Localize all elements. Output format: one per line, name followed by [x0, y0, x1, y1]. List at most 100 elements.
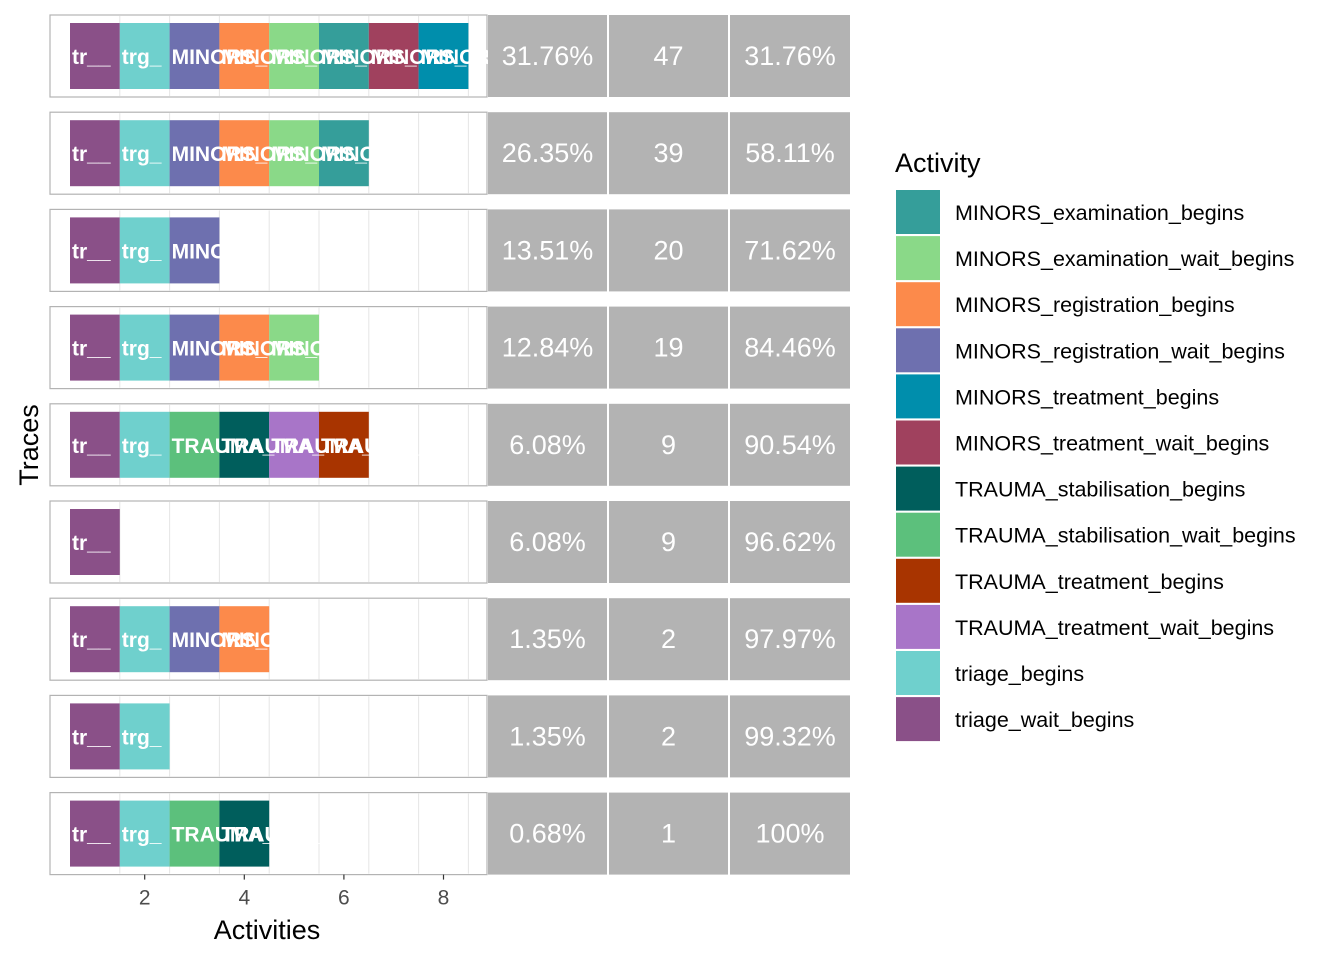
legend-item: TRAUMA_stabilisation_wait_begins: [896, 512, 1296, 557]
legend-key: [896, 604, 940, 649]
activity-tile: [119, 314, 170, 381]
absolute-frequency-cell: 1: [661, 819, 676, 849]
absolute-frequency-cell-bg: [609, 209, 728, 292]
legend-label: triage_wait_begins: [955, 708, 1134, 732]
activity-tile: [119, 217, 170, 284]
activity-label: trg_: [122, 240, 162, 263]
activity-label: tr__: [72, 532, 111, 555]
legend-label: MINORS_registration_wait_begins: [955, 339, 1285, 363]
activity-tile: [70, 23, 120, 89]
relative-frequency-cell-bg: [488, 209, 607, 292]
activity-tile: [169, 314, 220, 381]
x-tick-label: 6: [338, 887, 350, 910]
relative-frequency-cell: 12.84%: [502, 333, 594, 363]
activity-tile: [70, 120, 120, 187]
absolute-frequency-cell-bg: [609, 501, 728, 583]
trace-panel-border: [49, 500, 488, 584]
legend-item: MINORS_treatment_begins: [896, 374, 1219, 419]
activity-tile: [169, 411, 220, 478]
absolute-frequency-cell: 2: [661, 624, 676, 654]
activity-label: MINORS_: [172, 240, 268, 263]
cumulative-frequency-cell-bg: [730, 695, 850, 778]
legend-key: [896, 466, 940, 511]
activity-tile: [169, 606, 220, 673]
activity-tile: [269, 23, 319, 89]
absolute-frequency-cell-bg: [609, 15, 728, 97]
activity-label: trg_: [122, 824, 162, 847]
activity-tile: [70, 703, 120, 770]
activity-label: MINORS_: [172, 46, 268, 69]
activity-tile: [119, 120, 170, 187]
activity-tile: [319, 23, 369, 89]
activity-tile: [119, 411, 170, 478]
activity-label: tr__: [72, 435, 111, 458]
absolute-frequency-cell: 2: [661, 721, 676, 751]
relative-frequency-cell-bg: [488, 598, 607, 681]
activity-label: MINORS_: [172, 629, 268, 652]
activity-label: MINORS_: [371, 46, 467, 69]
legend-key: [896, 282, 940, 327]
activity-label: tr__: [72, 726, 111, 749]
cumulative-frequency-cell: 96.62%: [744, 527, 836, 557]
relative-frequency-cell-bg: [488, 695, 607, 778]
activity-label: tr__: [72, 824, 111, 847]
relative-frequency-cell: 13.51%: [502, 235, 594, 265]
activity-tile: [269, 411, 319, 478]
absolute-frequency-cell-bg: [609, 598, 728, 681]
trace-row: tr__ trg_ TRAUMA_TRAUMA_TRAUMA_TRAUMA_: [49, 403, 488, 487]
activity-tile: [119, 23, 170, 89]
activity-tile: [169, 120, 220, 187]
absolute-frequency-cell: 19: [653, 333, 683, 363]
activity-label: trg_: [122, 629, 162, 652]
legend-key: [896, 420, 940, 465]
legend: Activity MINORS_examination_begins MINORS…: [895, 148, 1296, 742]
activity-label: MINORS_: [321, 143, 417, 166]
activity-label: TRAUMA_: [321, 435, 424, 458]
frequency-table: 31.76% 47 31.76% 26.35% 39 58.11% 13.51% 20 71.6…: [488, 15, 850, 875]
relative-frequency-cell: 6.08%: [509, 527, 586, 557]
activity-label: MINORS_: [221, 143, 317, 166]
trace-row: tr__ trg_: [49, 694, 488, 779]
legend-item: triage_wait_begins: [896, 697, 1134, 742]
cumulative-frequency-cell-bg: [730, 403, 850, 486]
relative-frequency-cell-bg: [488, 112, 607, 195]
x-axis: 2 4 6 8: [139, 874, 449, 910]
trace-row: tr__ trg_ MINORS_MINORS_: [49, 597, 488, 681]
absolute-frequency-cell: 20: [653, 235, 683, 265]
cumulative-frequency-cell: 84.46%: [744, 333, 836, 363]
activity-tile: [269, 120, 319, 187]
cumulative-frequency-cell-bg: [730, 209, 850, 292]
absolute-frequency-cell: 9: [661, 527, 676, 557]
legend-key: [896, 558, 940, 603]
legend-key: [896, 651, 940, 695]
activity-tile: [169, 23, 220, 89]
trace-panels: tr__ trg_ MINORS_MINORS_MINORS_MINORS_MINO…: [49, 14, 517, 876]
cumulative-frequency-cell-bg: [730, 15, 850, 97]
cumulative-frequency-cell: 100%: [755, 819, 824, 849]
activity-label: tr__: [72, 338, 111, 361]
activity-label: MINORS_: [321, 46, 417, 69]
relative-frequency-cell-bg: [488, 792, 607, 875]
cumulative-frequency-cell: 31.76%: [744, 41, 836, 71]
legend-label: triage_begins: [955, 662, 1084, 686]
legend-key: [896, 374, 940, 419]
relative-frequency-cell-bg: [488, 403, 607, 486]
cumulative-frequency-cell-bg: [730, 112, 850, 195]
legend-label: MINORS_examination_wait_begins: [955, 247, 1294, 271]
activity-tile: [219, 411, 270, 478]
activity-tile: [70, 509, 120, 575]
x-tick-label: 4: [238, 887, 250, 910]
legend-item: MINORS_registration_wait_begins: [896, 328, 1285, 373]
activity-tile: [269, 314, 319, 381]
x-axis-title: Activities: [214, 915, 321, 945]
legend-label: TRAUMA_treatment_begins: [955, 570, 1224, 594]
trace-row: tr__: [49, 500, 488, 584]
activity-label: TRAUMA_: [271, 435, 374, 458]
activity-tile: [70, 800, 120, 867]
absolute-frequency-cell: 9: [661, 430, 676, 460]
activity-tile: [119, 800, 170, 867]
activity-label: trg_: [122, 143, 162, 166]
y-axis-title: Traces: [14, 404, 44, 486]
activity-label: trg_: [122, 435, 162, 458]
